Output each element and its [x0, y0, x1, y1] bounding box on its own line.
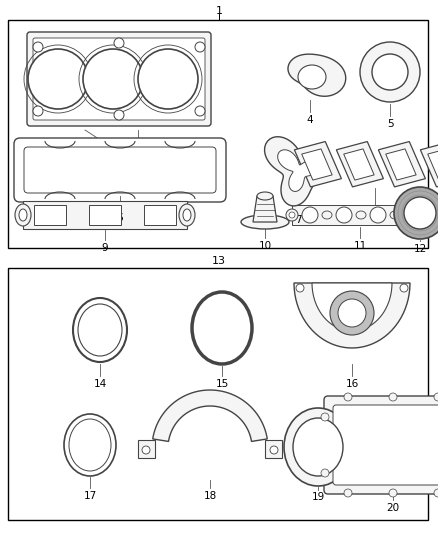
Circle shape — [344, 489, 352, 497]
Bar — [8, 268, 428, 520]
Ellipse shape — [293, 418, 343, 476]
Circle shape — [394, 187, 438, 239]
Circle shape — [344, 393, 352, 401]
Bar — [144, 205, 176, 225]
Polygon shape — [428, 149, 438, 180]
Circle shape — [330, 291, 374, 335]
Polygon shape — [294, 142, 342, 187]
Text: 3: 3 — [135, 147, 141, 157]
Circle shape — [114, 38, 124, 48]
Ellipse shape — [257, 192, 273, 200]
Ellipse shape — [15, 204, 31, 226]
Polygon shape — [153, 390, 267, 441]
FancyBboxPatch shape — [33, 38, 205, 120]
Circle shape — [289, 212, 295, 218]
Text: 14: 14 — [93, 379, 106, 389]
Circle shape — [195, 106, 205, 116]
Circle shape — [33, 42, 43, 52]
Circle shape — [360, 42, 420, 102]
Text: 18: 18 — [203, 491, 217, 501]
Circle shape — [389, 393, 397, 401]
Ellipse shape — [322, 211, 332, 219]
Circle shape — [28, 49, 88, 109]
Ellipse shape — [183, 209, 191, 221]
Polygon shape — [378, 142, 425, 187]
Ellipse shape — [390, 211, 400, 219]
Polygon shape — [265, 440, 282, 458]
Bar — [34, 205, 66, 225]
Circle shape — [370, 207, 386, 223]
Ellipse shape — [298, 65, 326, 89]
Circle shape — [404, 197, 436, 229]
Polygon shape — [420, 142, 438, 187]
Polygon shape — [278, 150, 319, 191]
FancyBboxPatch shape — [333, 405, 438, 485]
Text: 15: 15 — [215, 379, 229, 389]
Polygon shape — [302, 149, 332, 180]
Text: 10: 10 — [258, 241, 272, 251]
Circle shape — [33, 106, 43, 116]
Circle shape — [389, 489, 397, 497]
Circle shape — [286, 209, 298, 221]
Ellipse shape — [179, 204, 195, 226]
Polygon shape — [138, 440, 155, 458]
Circle shape — [83, 49, 143, 109]
FancyBboxPatch shape — [324, 396, 438, 494]
Circle shape — [321, 469, 329, 477]
Text: 11: 11 — [353, 241, 367, 251]
Circle shape — [142, 446, 150, 454]
Ellipse shape — [356, 211, 366, 219]
FancyBboxPatch shape — [27, 32, 211, 126]
Ellipse shape — [284, 408, 352, 486]
Polygon shape — [265, 137, 334, 206]
Circle shape — [434, 393, 438, 401]
Circle shape — [338, 299, 366, 327]
Polygon shape — [312, 283, 392, 331]
Text: 16: 16 — [346, 379, 359, 389]
Text: 2: 2 — [85, 147, 91, 157]
Bar — [8, 20, 428, 248]
Text: 13: 13 — [212, 256, 226, 266]
Circle shape — [425, 212, 431, 218]
Ellipse shape — [19, 209, 27, 221]
Text: 9: 9 — [102, 243, 108, 253]
Text: 17: 17 — [83, 491, 97, 501]
Polygon shape — [344, 149, 374, 180]
Circle shape — [302, 207, 318, 223]
Circle shape — [296, 284, 304, 292]
FancyBboxPatch shape — [14, 138, 226, 202]
Text: 4: 4 — [307, 115, 313, 125]
FancyBboxPatch shape — [24, 147, 216, 193]
Polygon shape — [288, 54, 346, 96]
Circle shape — [195, 42, 205, 52]
Bar — [89, 205, 121, 225]
Circle shape — [400, 284, 408, 292]
Bar — [292, 205, 428, 225]
Text: 5: 5 — [387, 119, 393, 129]
Polygon shape — [386, 149, 416, 180]
Text: 1: 1 — [215, 6, 223, 16]
Bar — [23, 201, 187, 229]
Circle shape — [321, 413, 329, 421]
Circle shape — [422, 209, 434, 221]
Circle shape — [138, 49, 198, 109]
Polygon shape — [253, 196, 277, 222]
Circle shape — [404, 207, 420, 223]
Text: 8: 8 — [372, 213, 378, 223]
Circle shape — [270, 446, 278, 454]
Polygon shape — [336, 142, 383, 187]
Polygon shape — [294, 283, 410, 348]
Text: 6: 6 — [117, 213, 124, 223]
Text: 7: 7 — [295, 215, 301, 225]
Circle shape — [336, 207, 352, 223]
Circle shape — [434, 489, 438, 497]
Text: 20: 20 — [386, 503, 399, 513]
Text: 12: 12 — [413, 244, 427, 254]
Circle shape — [114, 110, 124, 120]
Text: 19: 19 — [311, 492, 325, 502]
Ellipse shape — [241, 215, 289, 229]
Circle shape — [372, 54, 408, 90]
